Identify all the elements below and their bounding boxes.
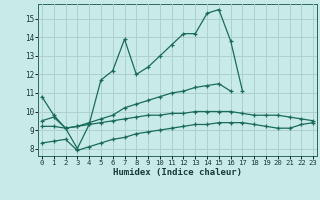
X-axis label: Humidex (Indice chaleur): Humidex (Indice chaleur) [113, 168, 242, 177]
